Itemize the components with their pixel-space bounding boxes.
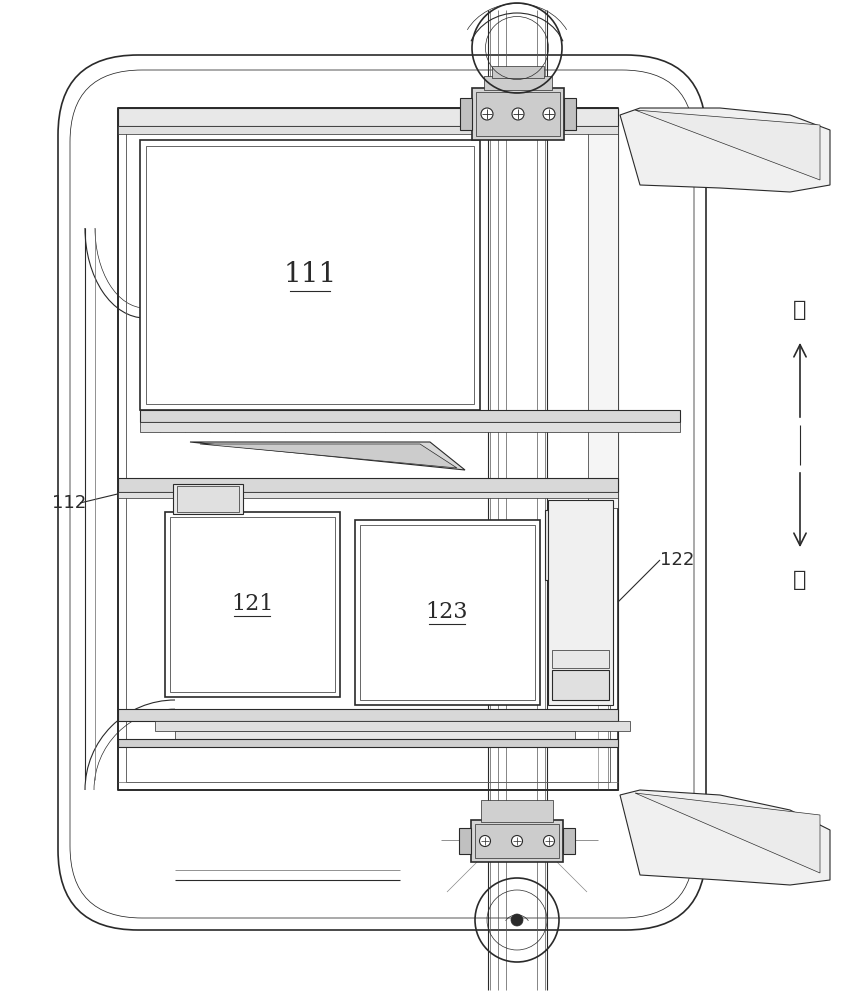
Bar <box>177 486 239 512</box>
Bar <box>472 88 564 140</box>
Bar <box>471 820 563 862</box>
Bar <box>552 670 609 700</box>
PathPatch shape <box>635 793 820 873</box>
Bar <box>126 116 610 782</box>
Bar <box>548 500 613 705</box>
Circle shape <box>543 108 555 120</box>
Bar <box>360 525 535 700</box>
Bar <box>459 828 471 854</box>
PathPatch shape <box>58 55 706 930</box>
Bar <box>552 650 609 668</box>
PathPatch shape <box>200 444 457 468</box>
Bar <box>460 98 472 130</box>
Bar <box>484 76 552 90</box>
Bar <box>545 510 600 580</box>
Bar <box>140 422 680 432</box>
PathPatch shape <box>620 108 830 192</box>
Bar <box>476 92 560 136</box>
Bar <box>173 484 243 514</box>
Bar <box>355 520 540 705</box>
Bar <box>140 410 680 422</box>
Text: 111: 111 <box>284 261 337 288</box>
Bar <box>175 731 575 739</box>
Bar <box>481 800 553 822</box>
Bar <box>155 721 630 731</box>
Circle shape <box>512 108 524 120</box>
Bar <box>118 478 618 492</box>
Text: 右: 右 <box>793 300 807 320</box>
Bar <box>170 517 335 692</box>
Bar <box>588 108 618 508</box>
Text: 123: 123 <box>426 601 469 623</box>
Circle shape <box>511 914 523 926</box>
Circle shape <box>480 836 491 846</box>
Bar <box>549 514 596 576</box>
Bar <box>563 828 575 854</box>
Bar <box>118 709 618 721</box>
Bar <box>165 512 340 697</box>
Bar <box>140 140 480 410</box>
Text: 左: 左 <box>793 570 807 590</box>
Bar <box>564 98 576 130</box>
Bar <box>118 492 618 498</box>
Circle shape <box>481 108 493 120</box>
Bar <box>118 739 618 747</box>
Text: 112: 112 <box>52 494 86 512</box>
Bar <box>492 66 544 78</box>
Circle shape <box>544 836 555 846</box>
PathPatch shape <box>190 442 465 470</box>
Circle shape <box>511 836 522 846</box>
Bar <box>118 108 618 790</box>
Text: 121: 121 <box>231 593 273 615</box>
Bar <box>118 126 618 134</box>
PathPatch shape <box>620 790 830 885</box>
Bar <box>118 108 618 126</box>
Text: 122: 122 <box>660 551 694 569</box>
Bar <box>146 146 474 404</box>
Bar <box>475 824 559 858</box>
PathPatch shape <box>635 110 820 180</box>
